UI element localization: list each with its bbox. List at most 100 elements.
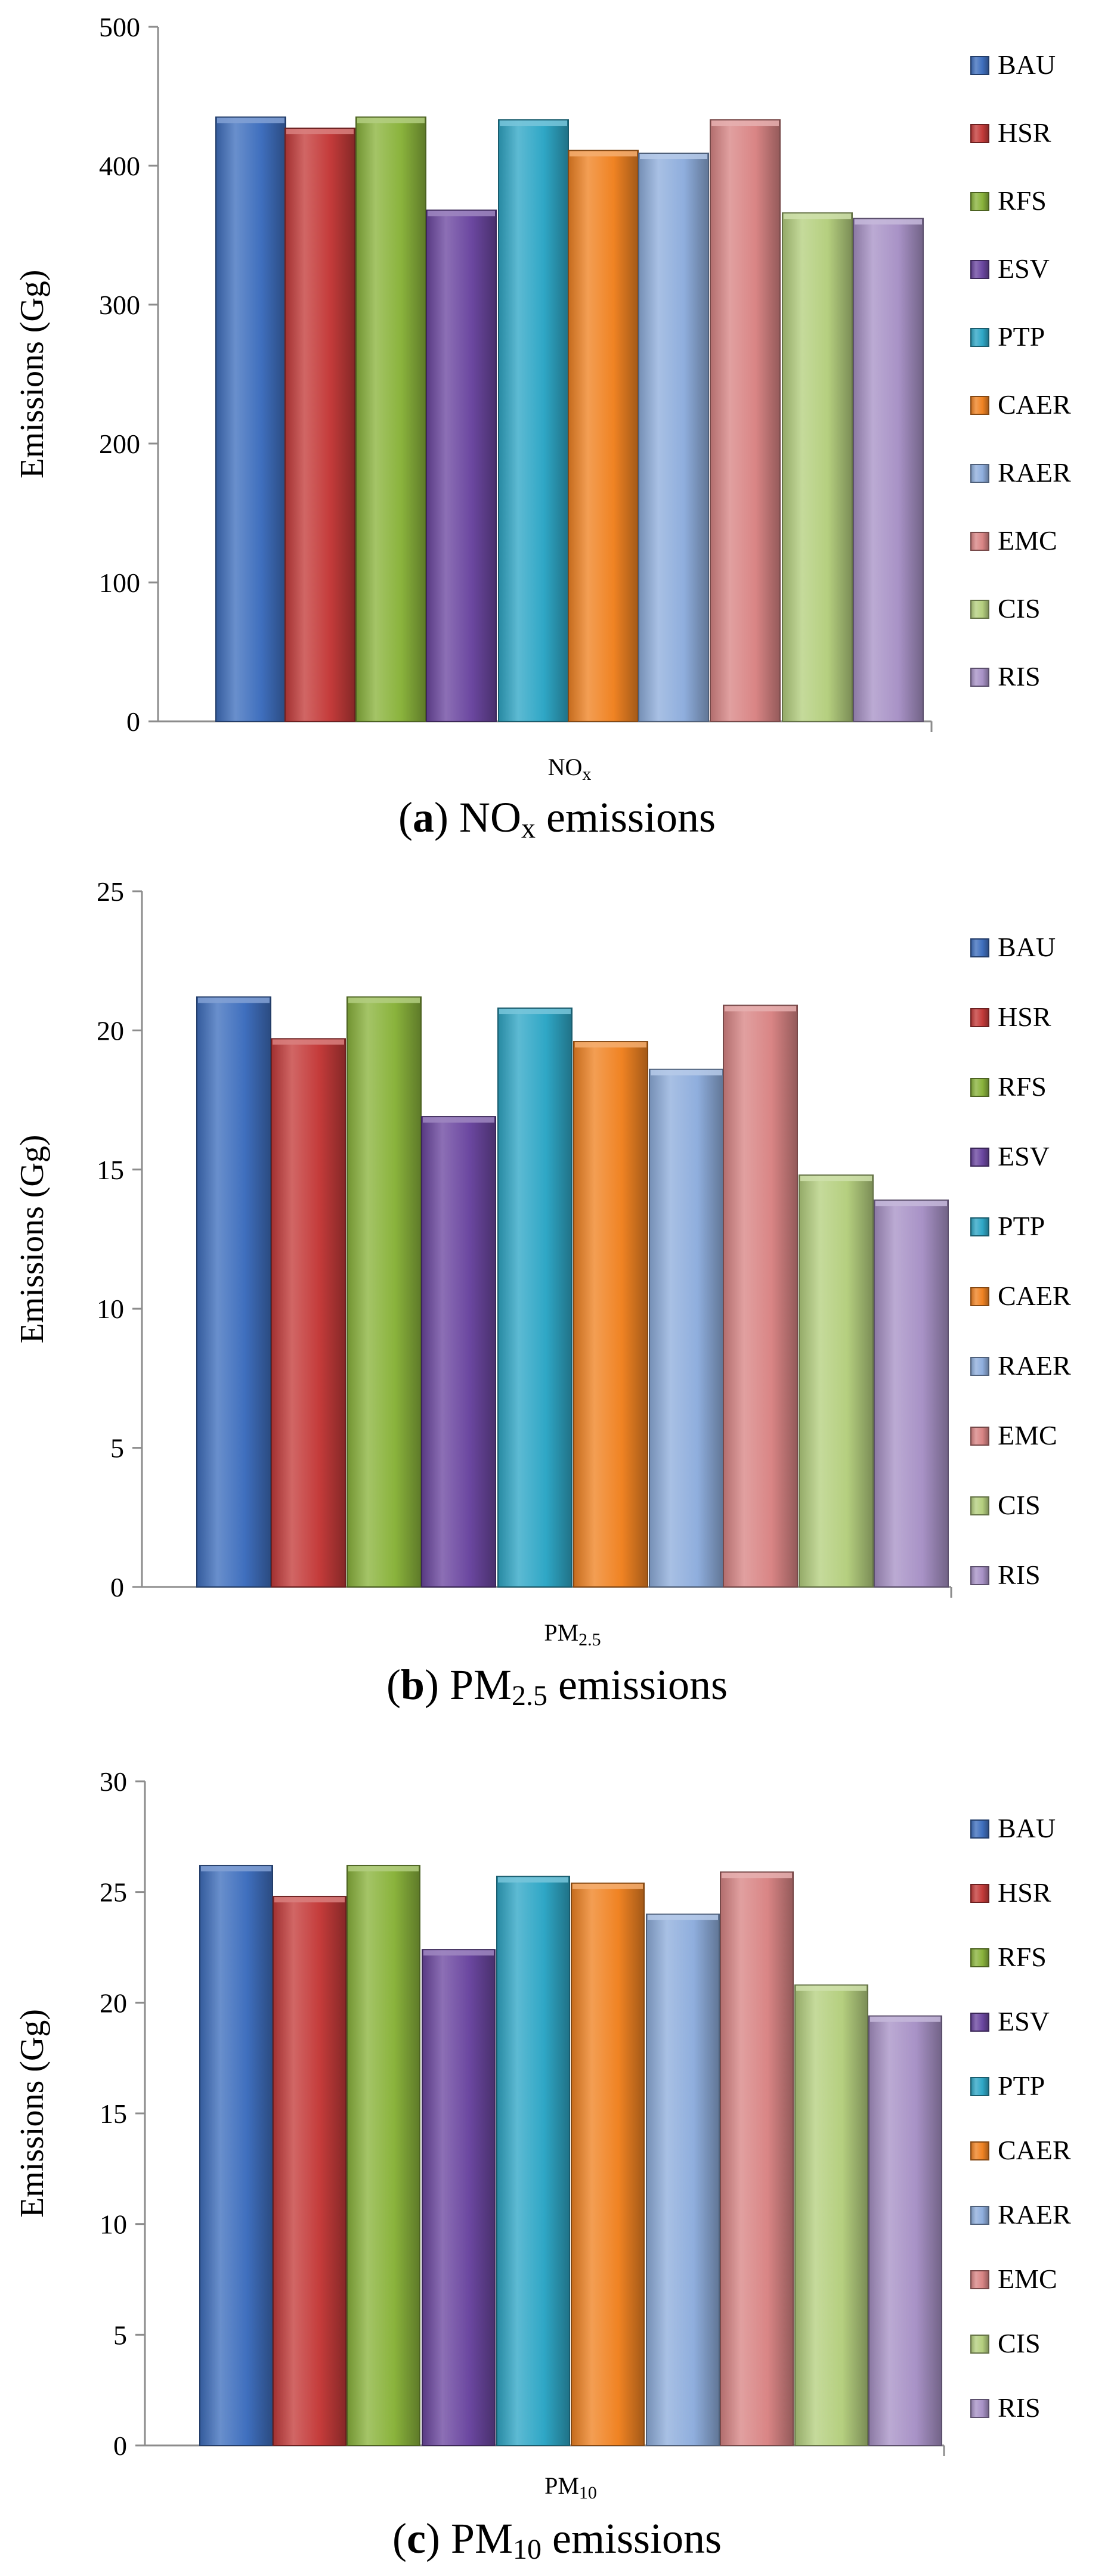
y-axis-label: Emissions (Gg) xyxy=(14,2009,51,2218)
legend-swatch-bau xyxy=(970,938,989,957)
bar-ptp xyxy=(496,1876,570,2446)
bar-top-bevel xyxy=(796,1985,867,1991)
bar-top-bevel xyxy=(570,151,637,157)
bar-top-bevel xyxy=(286,129,354,135)
y-tick-label: 400 xyxy=(99,151,140,181)
bar-top-bevel xyxy=(500,120,567,126)
legend-swatch-esv xyxy=(970,2013,989,2032)
chart-panel-b: 0 5 10 15 20 25 Emissions (Gg) PM2.5 BAU HSR RFS ES… xyxy=(14,876,1071,1712)
bar-top-bevel xyxy=(875,1201,947,1207)
legend-swatch-cis xyxy=(970,2335,989,2354)
legend-swatch-ris xyxy=(970,2399,989,2418)
bar-top-bevel xyxy=(348,1866,419,1872)
bar-rfs xyxy=(355,116,426,722)
legend-label-cis: CIS xyxy=(998,593,1041,624)
bar-emc xyxy=(723,1005,798,1588)
bar-top-bevel xyxy=(651,1070,722,1075)
legend-label-emc: EMC xyxy=(998,525,1057,556)
legend-swatch-ptp xyxy=(970,2077,989,2096)
legend-swatch-cis xyxy=(970,600,989,619)
legend-label-emc: EMC xyxy=(998,2264,1057,2294)
bar-top-bevel xyxy=(648,1914,718,1920)
legend-label-bau: BAU xyxy=(998,932,1056,962)
legend-label-caer: CAER xyxy=(998,389,1071,420)
y-tick-label: 15 xyxy=(100,2098,127,2129)
legend-swatch-esv xyxy=(970,260,989,279)
y-tick-label: 5 xyxy=(110,1433,124,1464)
bar-top-bevel xyxy=(348,997,420,1003)
y-tick-label: 25 xyxy=(97,876,124,907)
bar-esv xyxy=(421,1116,496,1588)
bar-cis xyxy=(794,1984,868,2447)
bar-emc xyxy=(710,119,781,723)
bar-caer xyxy=(573,1041,648,1588)
bar-top-bevel xyxy=(498,1877,568,1883)
bar-top-bevel xyxy=(722,1873,792,1878)
chart-panel-a: 0 100 200 300 400 500 Emissions (Gg) NOx BAU HSR R… xyxy=(14,12,1071,844)
bar-top-bevel xyxy=(573,1883,643,1889)
bar-ris xyxy=(868,2015,942,2446)
legend-label-caer: CAER xyxy=(998,2135,1071,2165)
bar-raer xyxy=(638,153,709,722)
legend-label-raer: RAER xyxy=(998,1350,1071,1381)
bar-rfs xyxy=(346,1865,420,2446)
y-tick-label: 300 xyxy=(99,290,140,320)
legend-label-raer: RAER xyxy=(998,2199,1071,2230)
bar-top-bevel xyxy=(198,997,270,1003)
legend-label-cis: CIS xyxy=(998,2328,1041,2358)
legend-swatch-hsr xyxy=(970,1008,989,1027)
legend-swatch-rfs xyxy=(970,1078,989,1097)
bar-top-bevel xyxy=(870,2016,940,2022)
y-axis-label: Emissions (Gg) xyxy=(14,270,51,479)
bar-top-bevel xyxy=(855,219,922,225)
y-tick-label: 200 xyxy=(99,429,140,459)
bar-ptp xyxy=(497,1008,573,1588)
legend-swatch-ptp xyxy=(970,328,989,347)
bar-top-bevel xyxy=(357,117,425,123)
legend-swatch-raer xyxy=(970,464,989,483)
y-tick-label: 0 xyxy=(126,706,140,737)
legend-swatch-caer xyxy=(970,2141,989,2160)
bar-top-bevel xyxy=(725,1006,796,1012)
bar-top-bevel xyxy=(274,1897,345,1903)
bar-esv xyxy=(426,209,497,722)
bar-hsr xyxy=(284,128,355,722)
legend-label-hsr: HSR xyxy=(998,1002,1051,1032)
bar-caer xyxy=(568,150,639,722)
bar-bau xyxy=(199,1865,273,2446)
y-tick-label: 100 xyxy=(99,568,140,598)
category-label: NOx xyxy=(548,754,592,784)
bar-top-bevel xyxy=(217,117,284,123)
bar-top-bevel xyxy=(499,1009,571,1015)
bar-top-bevel xyxy=(575,1042,646,1048)
bar-top-bevel xyxy=(640,154,707,160)
legend-label-cis: CIS xyxy=(998,1490,1041,1520)
legend-swatch-rfs xyxy=(970,192,989,211)
legend-swatch-bau xyxy=(970,56,989,75)
legend-label-ptp: PTP xyxy=(998,2070,1045,2101)
legend-label-esv: ESV xyxy=(998,253,1050,284)
y-tick-label: 10 xyxy=(97,1294,124,1324)
bar-top-bevel xyxy=(273,1039,344,1045)
legend-label-bau: BAU xyxy=(998,1813,1056,1843)
bar-hsr xyxy=(271,1038,346,1588)
legend-swatch-bau xyxy=(970,1819,989,1839)
bar-esv xyxy=(422,1949,496,2447)
category-label: PM2.5 xyxy=(544,1619,601,1650)
y-tick-label: 0 xyxy=(110,1572,124,1602)
legend-label-rfs: RFS xyxy=(998,185,1047,216)
bar-caer xyxy=(571,1882,645,2446)
bar-cis xyxy=(799,1174,874,1588)
legend-swatch-ris xyxy=(970,1566,989,1585)
bar-top-bevel xyxy=(423,1950,494,1956)
legend-label-emc: EMC xyxy=(998,1420,1057,1450)
bar-ris xyxy=(874,1199,949,1588)
y-tick-label: 20 xyxy=(97,1015,124,1046)
bar-top-bevel xyxy=(711,120,779,126)
y-tick-label: 0 xyxy=(113,2431,127,2461)
legend-label-rfs: RFS xyxy=(998,1071,1047,1102)
bar-raer xyxy=(649,1068,724,1588)
legend-label-ris: RIS xyxy=(998,1560,1041,1590)
legend-label-ris: RIS xyxy=(998,661,1041,692)
y-tick-label: 5 xyxy=(113,2320,127,2350)
